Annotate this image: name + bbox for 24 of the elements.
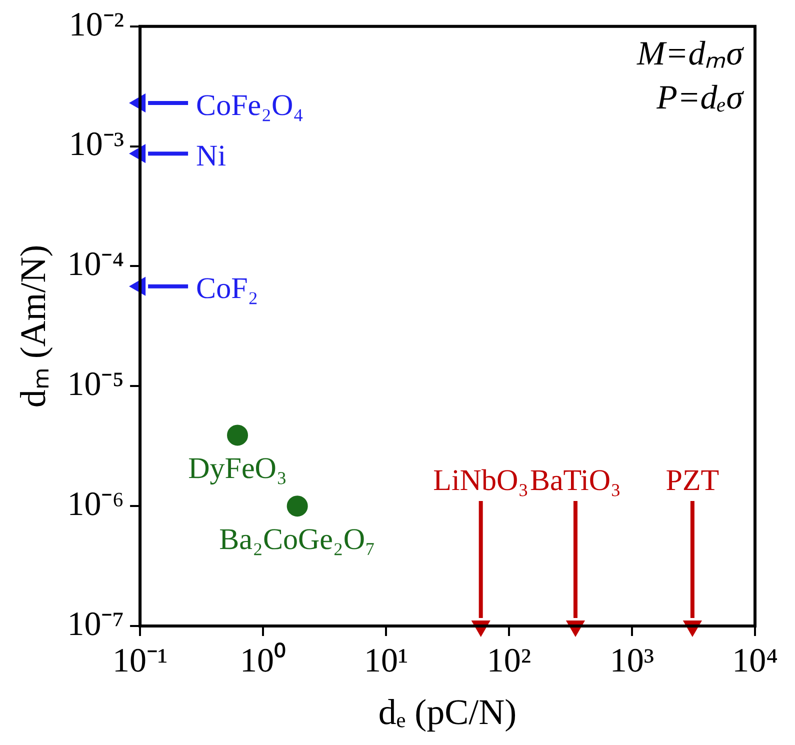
y-tick-label: 10⁻³: [68, 126, 124, 164]
annotation: DyFeO₃: [188, 452, 287, 486]
x-tick-label: 10²: [486, 642, 532, 680]
annotation: Ni: [196, 139, 226, 172]
annotation: M=dₘσ: [636, 35, 744, 72]
x-tick-label: 10⁴: [732, 642, 778, 680]
x-axis-title: dₑ (pC/N): [378, 692, 517, 732]
annotation: PZT: [666, 464, 720, 497]
x-tick-label: 10¹: [364, 642, 408, 680]
annotation: BaTiO₃: [530, 464, 622, 497]
y-tick-label: 10⁻⁵: [67, 366, 124, 404]
annotation: LiNbO₃: [433, 464, 529, 497]
x-tick-label: 10⁻¹: [112, 642, 168, 680]
y-tick-label: 10⁻⁶: [67, 486, 124, 523]
y-tick-label: 10⁻²: [68, 6, 124, 44]
x-tick-label: 10⁰: [240, 642, 286, 680]
annotation: P=dₑσ: [656, 79, 744, 116]
x-tick-label: 10³: [610, 642, 654, 680]
annotation: Ba₂CoGe₂O₇: [219, 522, 376, 556]
annotation: CoF₂: [196, 272, 258, 306]
y-tick-label: 10⁻⁷: [67, 606, 124, 643]
y-tick-label: 10⁻⁴: [67, 246, 124, 284]
annotation: CoFe₂O₄: [196, 88, 304, 122]
y-axis-title: dₘ (Am/N): [13, 244, 54, 408]
